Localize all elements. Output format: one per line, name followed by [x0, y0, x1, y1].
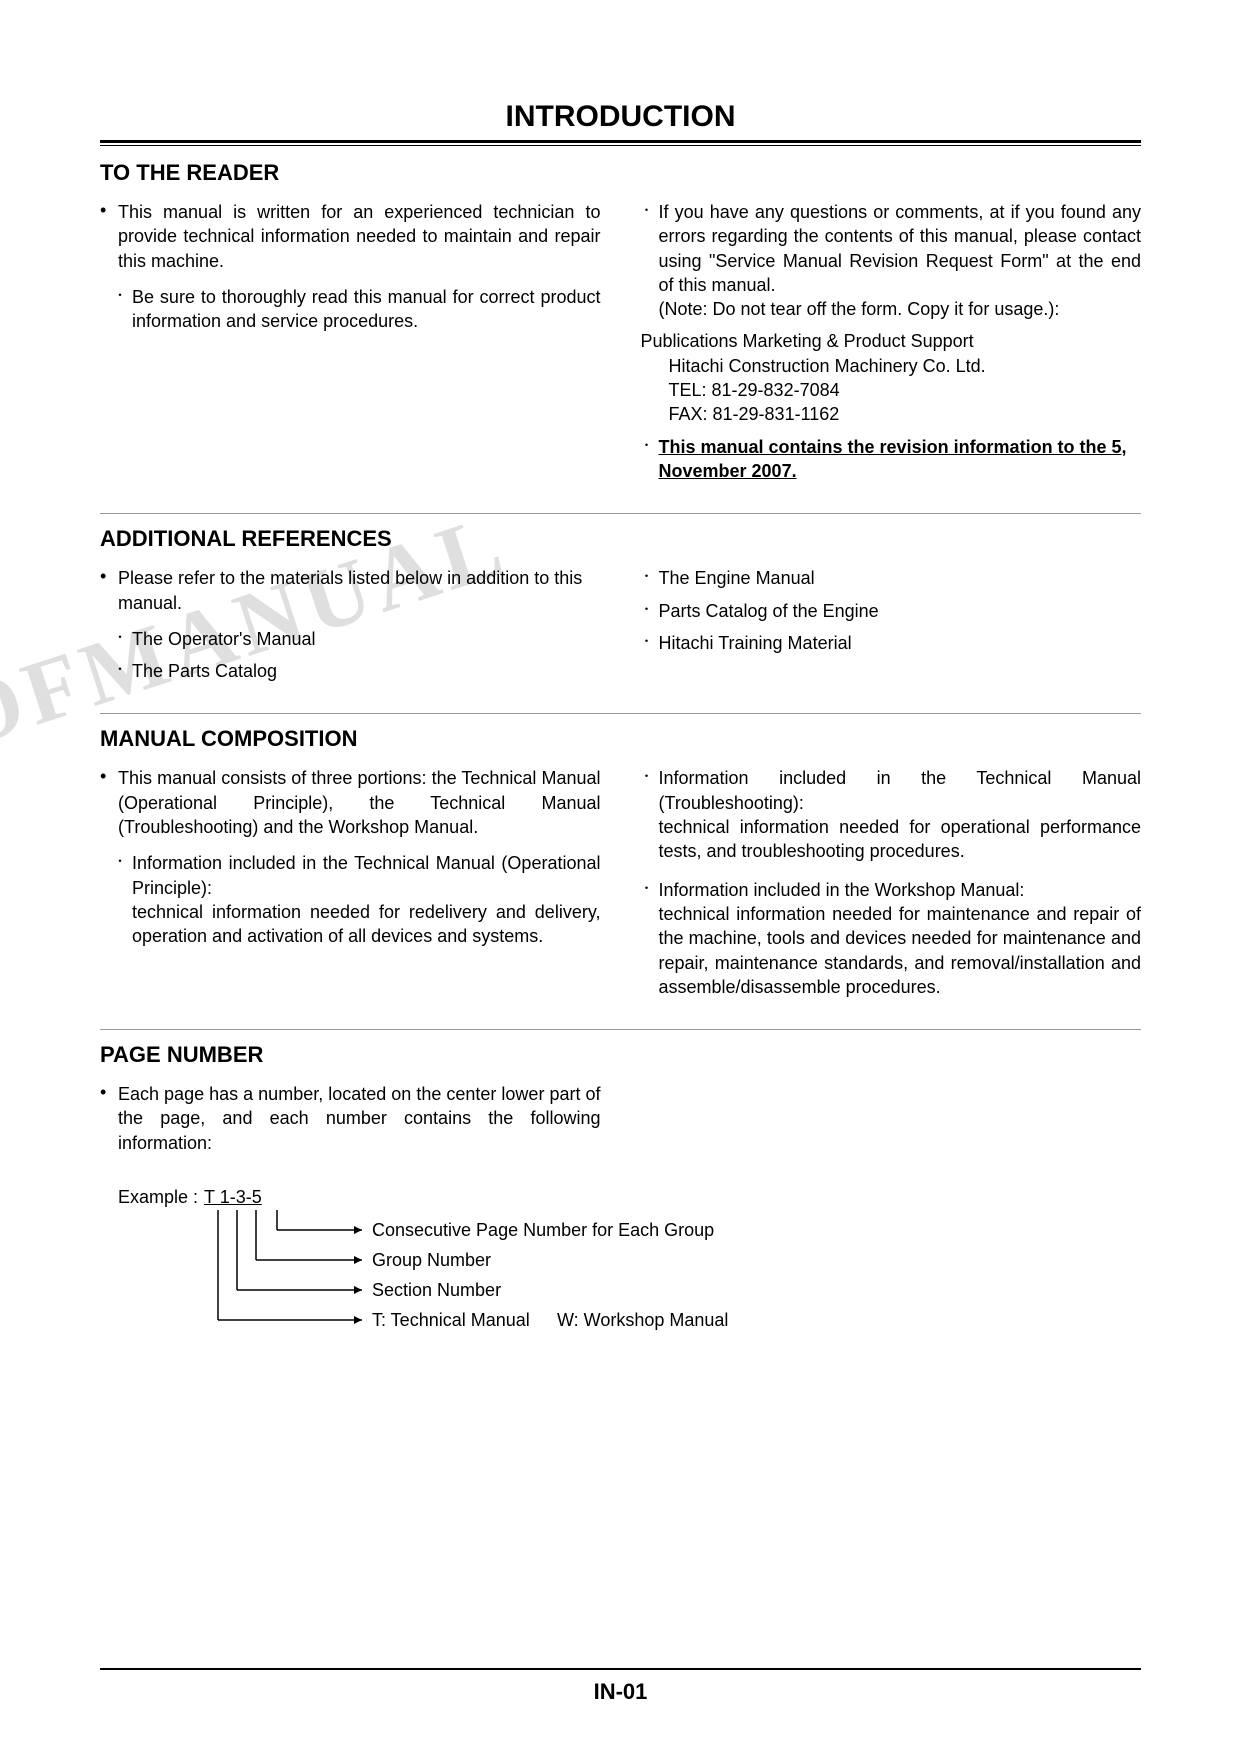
sub-bullet: ・	[641, 200, 659, 321]
bullet-dot: •	[100, 1082, 118, 1155]
comp-right-col: ・ Information included in the Technical …	[641, 766, 1142, 1007]
sub-bullet: ・	[641, 599, 659, 623]
sub-bullet: ・	[114, 627, 132, 651]
refs-left-0: The Operator's Manual	[132, 627, 601, 651]
example-block: Example : T 1-3-5	[100, 1187, 1141, 1370]
section-rule	[100, 713, 1141, 714]
pagenum-left-col: • Each page has a number, located on the…	[100, 1082, 601, 1167]
bullet-dot: •	[100, 566, 118, 615]
sub-bullet: ・	[641, 631, 659, 655]
sub-bullet: ・	[641, 766, 659, 863]
diagram-label-3: Section Number	[372, 1280, 501, 1300]
diagram-label-4b: W: Workshop Manual	[557, 1310, 728, 1330]
page-title: INTRODUCTION	[100, 100, 1141, 134]
sub-bullet: ・	[114, 285, 132, 334]
section-rule	[100, 1029, 1141, 1030]
section-heading-refs: ADDITIONAL REFERENCES	[100, 526, 1141, 552]
sub-bullet: ・	[641, 566, 659, 590]
reader-note: (Note: Do not tear off the form. Copy it…	[659, 299, 1060, 319]
section-heading-reader: TO THE READER	[100, 160, 1141, 186]
comp-right-sub2-title: Information included in the Workshop Man…	[659, 880, 1025, 900]
page-number: IN-01	[0, 1679, 1241, 1705]
refs-left-1: The Parts Catalog	[132, 659, 601, 683]
reader-sub1: Be sure to thoroughly read this manual f…	[132, 285, 601, 334]
bullet-dot: •	[100, 200, 118, 273]
contact-tel: TEL: 81-29-832-7084	[669, 378, 1142, 402]
diagram-label-4a: T: Technical Manual	[372, 1310, 530, 1330]
example-code: T 1-3-5	[204, 1187, 262, 1208]
example-label: Example :	[118, 1187, 198, 1208]
refs-right-0: The Engine Manual	[659, 566, 1142, 590]
refs-left-col: • Please refer to the materials listed b…	[100, 566, 601, 691]
refs-right-2: Hitachi Training Material	[659, 631, 1142, 655]
page-number-diagram: Consecutive Page Number for Each Group G…	[212, 1210, 1141, 1370]
contact-fax: FAX: 81-29-831-1162	[669, 402, 1142, 426]
comp-right-sub1-title: Information included in the Technical Ma…	[659, 768, 1142, 812]
sub-bullet: ・	[641, 435, 659, 484]
refs-intro: Please refer to the materials listed bel…	[118, 566, 601, 615]
comp-right-sub2-body: technical information needed for mainten…	[659, 904, 1142, 997]
comp-left-sub-body: technical information needed for redeliv…	[132, 902, 601, 946]
comp-left-col: • This manual consists of three portions…	[100, 766, 601, 1007]
comp-left-sub-title: Information included in the Technical Ma…	[132, 853, 601, 897]
section-heading-pagenum: PAGE NUMBER	[100, 1042, 1141, 1068]
contact-line1: Publications Marketing & Product Support	[641, 329, 1142, 353]
sub-bullet: ・	[114, 659, 132, 683]
title-rule	[100, 140, 1141, 146]
pagenum-intro: Each page has a number, located on the c…	[118, 1082, 601, 1155]
pagenum-right-col	[641, 1082, 1142, 1167]
reader-questions: If you have any questions or comments, a…	[659, 202, 1142, 295]
diagram-label-2: Group Number	[372, 1250, 491, 1270]
section-heading-comp: MANUAL COMPOSITION	[100, 726, 1141, 752]
section-rule	[100, 513, 1141, 514]
refs-right-col: ・ The Engine Manual ・ Parts Catalog of t…	[641, 566, 1142, 691]
refs-right-1: Parts Catalog of the Engine	[659, 599, 1142, 623]
comp-intro: This manual consists of three portions: …	[118, 766, 601, 839]
diagram-label-1: Consecutive Page Number for Each Group	[372, 1220, 714, 1240]
bullet-dot: •	[100, 766, 118, 839]
sub-bullet: ・	[641, 878, 659, 999]
comp-right-sub1-body: technical information needed for operati…	[659, 817, 1142, 861]
reader-intro: This manual is written for an experience…	[118, 200, 601, 273]
sub-bullet: ・	[114, 851, 132, 948]
contact-line2: Hitachi Construction Machinery Co. Ltd.	[669, 354, 1142, 378]
reader-right-col: ・ If you have any questions or comments,…	[641, 200, 1142, 491]
reader-left-col: • This manual is written for an experien…	[100, 200, 601, 491]
revision-note: This manual contains the revision inform…	[659, 435, 1142, 484]
footer-rule	[100, 1668, 1141, 1670]
